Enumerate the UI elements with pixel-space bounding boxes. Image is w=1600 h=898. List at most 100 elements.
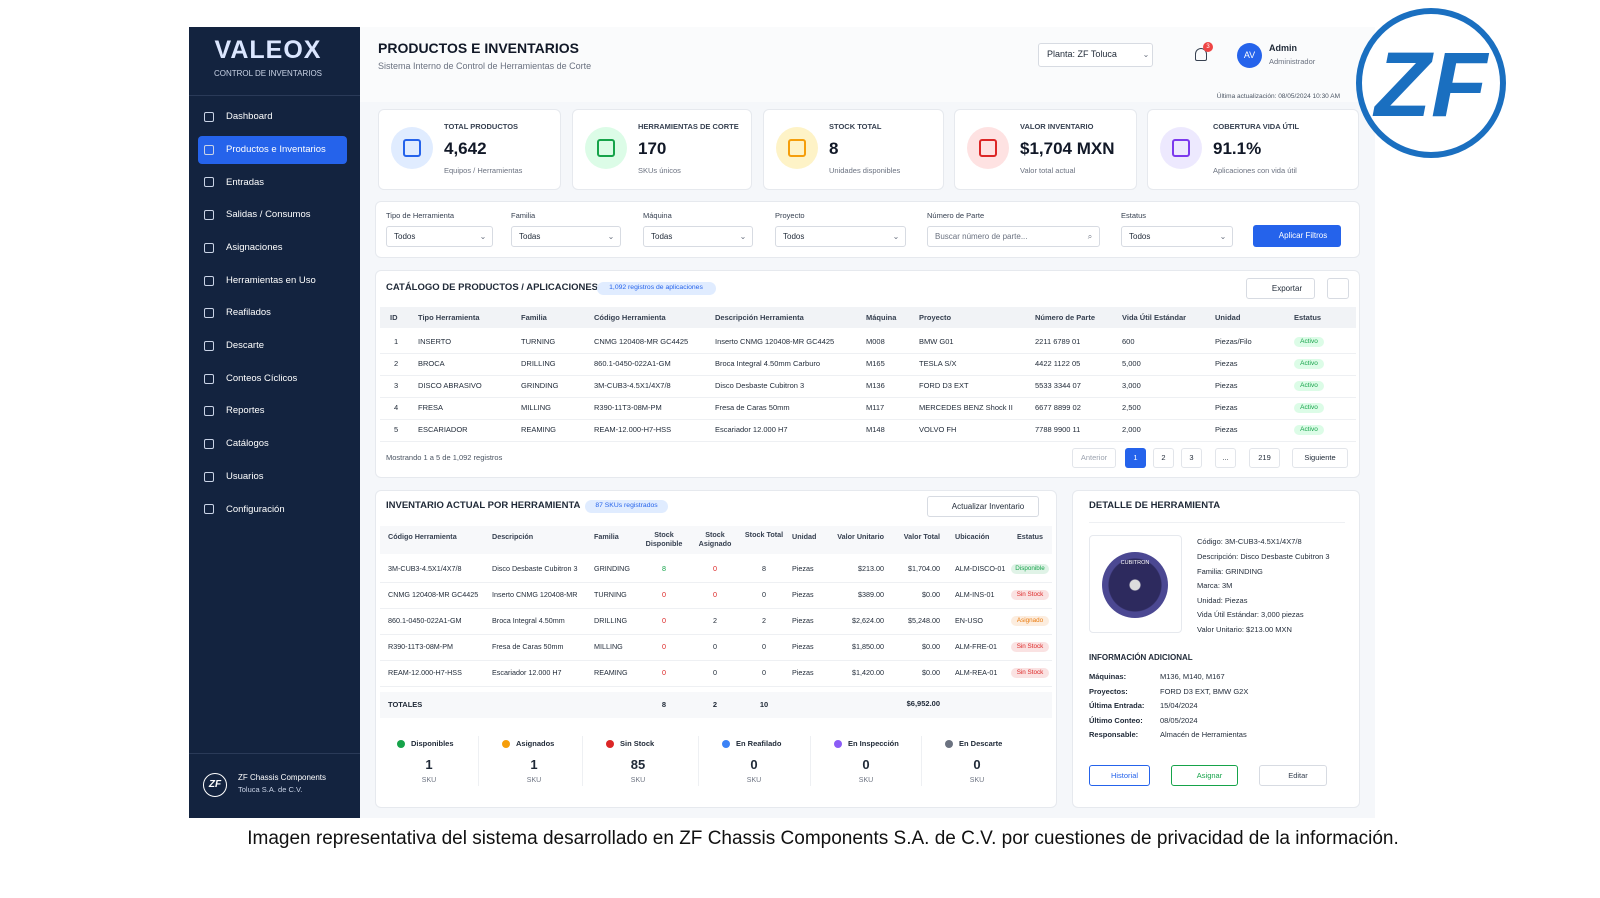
table-cell: 4 xyxy=(394,403,399,413)
detail-button[interactable] xyxy=(1171,765,1238,786)
nav-item[interactable]: Herramientas en Uso xyxy=(226,274,316,286)
info-value: 15/04/2024 xyxy=(1160,701,1198,711)
table-cell: 8 xyxy=(662,563,666,573)
kpi-value: 4,642 xyxy=(444,139,487,159)
status-text: Activo xyxy=(1300,337,1318,345)
filter-input[interactable] xyxy=(511,226,621,247)
status-text: Activo xyxy=(1300,359,1318,367)
table-cell: 1 xyxy=(394,337,399,347)
company-location: Toluca S.A. de C.V. xyxy=(238,785,303,795)
nav-item[interactable]: Salidas / Consumos xyxy=(226,209,311,221)
filter-input[interactable] xyxy=(927,226,1100,247)
inventory-badge xyxy=(585,500,668,513)
page-button[interactable] xyxy=(1215,448,1236,468)
legend-divider xyxy=(921,736,922,786)
filter-input[interactable] xyxy=(386,226,493,247)
status-badge xyxy=(1294,359,1324,369)
page-button[interactable] xyxy=(1153,448,1174,468)
legend-value: 0 xyxy=(973,756,981,772)
nav-icon xyxy=(204,177,214,188)
nav-icon xyxy=(204,471,214,482)
filter-caret: ⌄ xyxy=(739,231,747,241)
table-cell: INSERTO xyxy=(418,337,452,347)
table-header: Vida Útil Estándar xyxy=(1122,312,1187,322)
table-cell: DRILLING xyxy=(594,615,628,625)
legend-value: 85 xyxy=(630,756,646,772)
detail-button[interactable] xyxy=(1089,765,1150,786)
bell-icon[interactable] xyxy=(1195,48,1207,61)
filter-input[interactable] xyxy=(1121,226,1233,247)
detail-button[interactable] xyxy=(1259,765,1327,786)
page-button[interactable] xyxy=(1125,448,1146,468)
page-button[interactable] xyxy=(1292,448,1348,468)
table-cell: 2,000 xyxy=(1122,425,1141,435)
refresh-button[interactable] xyxy=(927,496,1039,517)
table-cell: M148 xyxy=(866,425,885,435)
table-cell: 2211 6789 01 xyxy=(1035,337,1081,347)
table-header: Stock Disponible xyxy=(645,530,683,548)
nav-item[interactable]: Usuarios xyxy=(226,470,264,482)
nav-item[interactable]: Descarte xyxy=(226,340,265,351)
nav-item[interactable]: Asignaciones xyxy=(226,241,283,253)
catalog-footer: Mostrando 1 a 5 de 1,092 registros xyxy=(386,453,503,463)
filter-caret: ⌄ xyxy=(607,231,615,241)
user-role: Administrador xyxy=(1269,57,1316,67)
nav-icon xyxy=(204,242,214,253)
nav-item[interactable]: Configuración xyxy=(226,503,285,515)
page-button[interactable] xyxy=(1249,448,1280,468)
table-cell: 0 xyxy=(662,589,666,599)
table-cell: CNMG 120408-MR GC4425 xyxy=(594,337,689,347)
row-divider xyxy=(380,634,1052,635)
table-cell: M136 xyxy=(866,381,885,391)
table-cell: 7788 9900 11 xyxy=(1035,425,1081,435)
table-cell: Inserto CNMG 120408-MR GC4425 xyxy=(715,337,835,347)
table-cell: R390-11T3-08M-PM xyxy=(594,403,662,413)
table-cell: 2 xyxy=(394,359,399,369)
chevron: ⌄ xyxy=(1142,50,1150,60)
apply-button[interactable] xyxy=(1253,225,1341,247)
table-cell: $389.00 xyxy=(858,589,884,599)
table-cell: 0 xyxy=(762,589,766,599)
plant-select[interactable] xyxy=(1038,43,1153,67)
table-cell: Piezas xyxy=(1215,359,1238,369)
legend-unit: SKU xyxy=(630,776,646,784)
table-cell: Piezas xyxy=(792,589,814,599)
table-header: ID xyxy=(390,312,398,322)
table-cell: GRINDING xyxy=(594,563,630,573)
page-title: PRODUCTOS E INVENTARIOS xyxy=(378,40,579,57)
page-button[interactable] xyxy=(1072,448,1116,468)
nav-icon xyxy=(204,340,214,351)
page-button-text: 3 xyxy=(1189,453,1194,463)
nav-item[interactable]: Reafilados xyxy=(226,307,271,319)
nav-icon xyxy=(204,112,214,122)
nav-item[interactable]: Dashboard xyxy=(226,111,273,123)
nav-icon xyxy=(204,275,214,286)
table-cell: Piezas xyxy=(792,615,814,625)
filter-input[interactable] xyxy=(643,226,753,247)
table-cell: $213.00 xyxy=(858,563,884,573)
table-cell: 0 xyxy=(762,641,766,651)
legend-value: 1 xyxy=(425,756,433,772)
filter-input[interactable] xyxy=(775,226,906,247)
nav-item[interactable]: Catálogos xyxy=(226,438,269,450)
info-title: INFORMACIÓN ADICIONAL xyxy=(1089,653,1193,663)
divider xyxy=(189,753,360,754)
filter-label: Proyecto xyxy=(775,211,805,221)
table-cell: $5,248.00 xyxy=(908,615,940,625)
export-button[interactable] xyxy=(1246,278,1315,299)
table-cell: TESLA S/X xyxy=(919,359,957,369)
nav-item[interactable]: Conteos Cíclicos xyxy=(226,372,298,384)
kpi-value: 8 xyxy=(829,139,839,159)
detail-button-text: Historial xyxy=(1110,770,1139,780)
page-subtitle: Sistema Interno de Control de Herramient… xyxy=(378,61,592,72)
page-button[interactable] xyxy=(1181,448,1202,468)
refresh-button-text: Actualizar Inventario xyxy=(951,501,1025,511)
nav-item[interactable]: Reportes xyxy=(226,405,265,417)
kpi-icon-glyph xyxy=(788,139,806,157)
detail-line: Vida Útil Estándar: 3,000 piezas xyxy=(1197,610,1304,620)
divider xyxy=(189,95,360,96)
table-cell: 0 xyxy=(713,589,717,599)
settings-button[interactable] xyxy=(1327,278,1349,299)
nav-item[interactable]: Productos e Inventarios xyxy=(226,143,326,155)
nav-item[interactable]: Entradas xyxy=(226,176,265,188)
